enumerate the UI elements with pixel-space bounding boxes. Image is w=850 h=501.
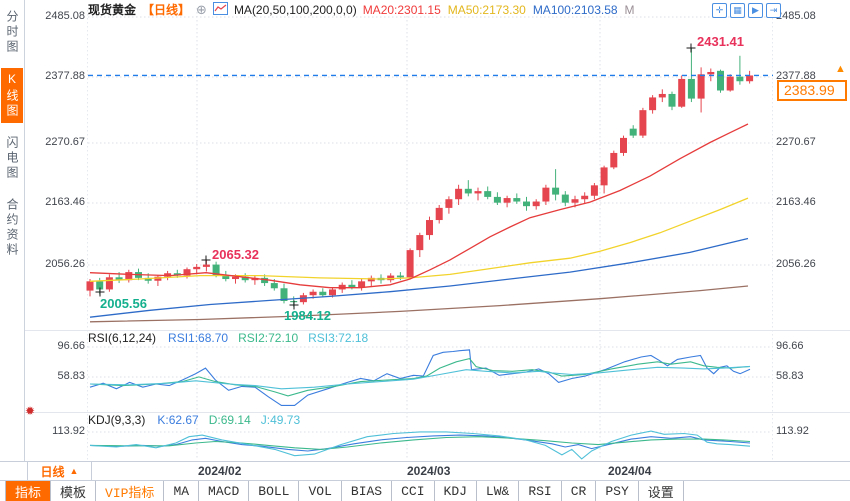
- tab-psy[interactable]: PSY: [596, 481, 639, 501]
- ma-value: MA100:2103.58: [532, 2, 618, 17]
- rsi-current-values: RSI1:68.70 RSI2:72.10 RSI3:72.18: [168, 331, 378, 345]
- date-axis-label: 2024/02: [198, 464, 242, 478]
- tab-time-share-chart[interactable]: 分时图: [5, 10, 19, 55]
- axis-label: 113.92: [52, 425, 85, 437]
- period-selector-label: 日线: [40, 464, 65, 479]
- rsi-value: RSI1:68.70: [168, 331, 229, 345]
- tab-lightning-chart[interactable]: 闪电图: [5, 136, 19, 181]
- indicator-tabbar: 指标 模板 VIP指标 MA MACD BOLL VOL BIAS CCI KDJ LW& RSI CR…: [0, 481, 850, 501]
- rsi-value: RSI2:72.10: [238, 331, 299, 345]
- axis-label: 58.83: [57, 370, 85, 382]
- tab-template[interactable]: 模板: [51, 481, 97, 501]
- current-price-value: 2383.99: [784, 82, 835, 98]
- chart-type-sidebar: 分时图 K线图闪电图合约资料: [0, 0, 25, 461]
- period-tag: 【日线】: [142, 3, 191, 17]
- tab-vol[interactable]: VOL: [299, 481, 342, 501]
- ma-settings-label: MA(20,50,100,200,0,0): [233, 2, 357, 17]
- axis-label: 2163.46: [776, 196, 816, 208]
- tab-indicator[interactable]: 指标: [5, 481, 52, 501]
- tab-ma[interactable]: MA: [164, 481, 200, 501]
- ma-value: MA50:2173.30: [447, 2, 526, 17]
- ma-current-values: MA20:2301.15 MA50:2173.30 MA100:2103.58 M: [363, 3, 642, 17]
- tab-vip-indicator[interactable]: VIP指标: [96, 481, 165, 501]
- axis-label: 2270.67: [776, 136, 816, 148]
- axis-label: 2377.88: [776, 70, 816, 82]
- line-chart-icon[interactable]: [212, 1, 228, 18]
- axis-label: 2056.26: [45, 258, 85, 270]
- tab-kdj[interactable]: KDJ: [435, 481, 477, 501]
- ma-value: MA20:2301.15: [362, 2, 441, 17]
- tab-settings[interactable]: 设置: [639, 481, 684, 501]
- limit-up-arrow-icon: ▲: [835, 63, 846, 75]
- play-forward-icon[interactable]: ▶: [748, 3, 763, 18]
- axis-label: 2163.46: [45, 196, 85, 208]
- kdj-value: J:49.73: [260, 413, 301, 427]
- axis-label: 58.83: [776, 370, 804, 382]
- tab-contract-info[interactable]: 合约资料: [5, 198, 19, 258]
- ma-value: M: [624, 2, 635, 17]
- period-selector-button[interactable]: 日线 ▲: [27, 462, 92, 480]
- tab-bias[interactable]: BIAS: [342, 481, 393, 501]
- sparkle-icon: ✹: [25, 404, 36, 418]
- date-axis-label: 2024/04: [608, 464, 652, 478]
- indicator-window-icon[interactable]: ▦: [730, 3, 745, 18]
- current-price-box: 2383.99: [777, 80, 847, 101]
- tab-macd[interactable]: MACD: [199, 481, 250, 501]
- axis-label: 2485.08: [776, 10, 816, 22]
- kdj-value: D:69.14: [208, 413, 251, 427]
- tab-lwr[interactable]: LW&: [477, 481, 520, 501]
- tab-kline-chart[interactable]: K线图: [1, 68, 23, 123]
- chart-header: 现货黄金 【日线】 ⊕ MA(20,50,100,200,0,0) MA20:23…: [88, 1, 642, 18]
- xaxis-strip: 日线 ▲ 2024/02 2024/03 2024/04: [0, 461, 850, 481]
- rsi-header: RSI(6,12,24) RSI1:68.70 RSI2:72.10 RSI3:72…: [88, 331, 378, 345]
- axis-label: 2485.08: [45, 10, 85, 22]
- expand-icon[interactable]: ⊕: [196, 1, 207, 17]
- date-axis-label: 2024/03: [407, 464, 451, 478]
- axis-label: 2270.67: [45, 136, 85, 148]
- axis-label: 96.66: [776, 340, 804, 352]
- kdj-value: K:62.67: [157, 413, 199, 427]
- axis-label: 96.66: [57, 340, 85, 352]
- tab-boll[interactable]: BOLL: [249, 481, 300, 501]
- axis-label: 2056.26: [776, 258, 816, 270]
- jump-latest-icon[interactable]: ⇥: [766, 3, 781, 18]
- rsi-title[interactable]: RSI(6,12,24): [88, 331, 157, 345]
- kdj-title[interactable]: KDJ(9,3,3): [88, 413, 146, 427]
- pan-icon[interactable]: ✛: [712, 3, 727, 18]
- axis-label: 2377.88: [45, 70, 85, 82]
- price-annotation: 2065.32: [212, 247, 259, 262]
- tab-cci[interactable]: CCI: [392, 481, 435, 501]
- tab-cr[interactable]: CR: [562, 481, 597, 501]
- rsi-value: RSI3:72.18: [308, 331, 369, 345]
- chart-toolbar: ✛ ▦ ▶ ⇥: [712, 3, 781, 18]
- tab-rsi[interactable]: RSI: [519, 481, 562, 501]
- kdj-header: KDJ(9,3,3) K:62.67 D:69.14 J:49.73: [88, 413, 310, 427]
- price-annotation: 2005.56: [100, 296, 147, 311]
- dropdown-arrow-icon: ▲: [69, 466, 79, 476]
- axis-label: 113.92: [776, 425, 809, 437]
- price-annotation: 1984.12: [284, 308, 331, 323]
- symbol-name: 现货黄金: [88, 3, 137, 17]
- kdj-current-values: K:62.67 D:69.14 J:49.73: [157, 413, 310, 427]
- price-annotation: 2431.41: [697, 34, 744, 49]
